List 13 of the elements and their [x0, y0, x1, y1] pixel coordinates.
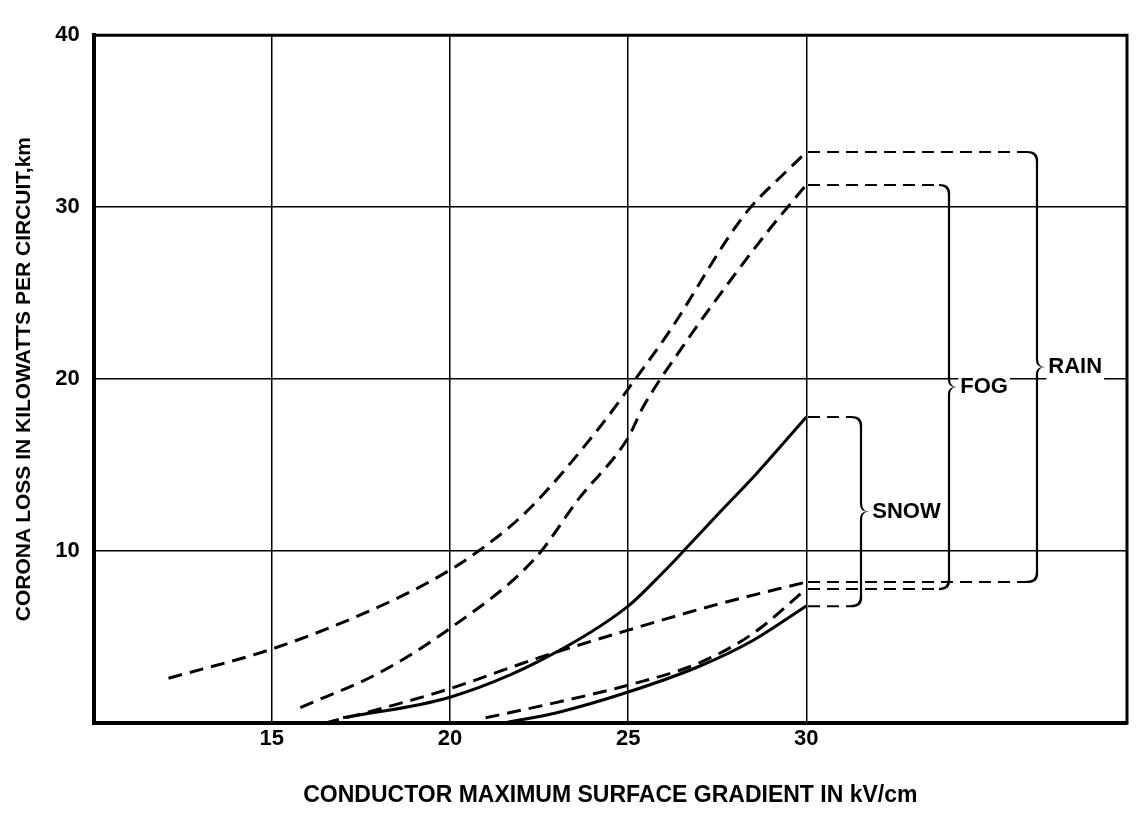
annotation: SNOW	[872, 497, 941, 523]
annotation: FOG	[960, 372, 1008, 398]
x-axis-title: CONDUCTOR MAXIMUM SURFACE GRADIENT IN kV/cm	[303, 780, 918, 807]
x-tick-label: 30	[794, 725, 819, 751]
annotation: RAIN	[1048, 353, 1103, 379]
x-tick-label: 20	[437, 725, 463, 751]
y-tick-label: 30	[55, 193, 80, 219]
y-tick-label: 20	[55, 365, 80, 391]
x-tick-label: 25	[615, 725, 641, 751]
y-axis-title: CORONA LOSS IN KILOWATTS PER CIRCUIT,km	[11, 137, 35, 622]
x-tick-label: 15	[259, 725, 285, 751]
y-tick-label: 10	[55, 537, 80, 563]
y-tick-label: 40	[55, 21, 80, 47]
